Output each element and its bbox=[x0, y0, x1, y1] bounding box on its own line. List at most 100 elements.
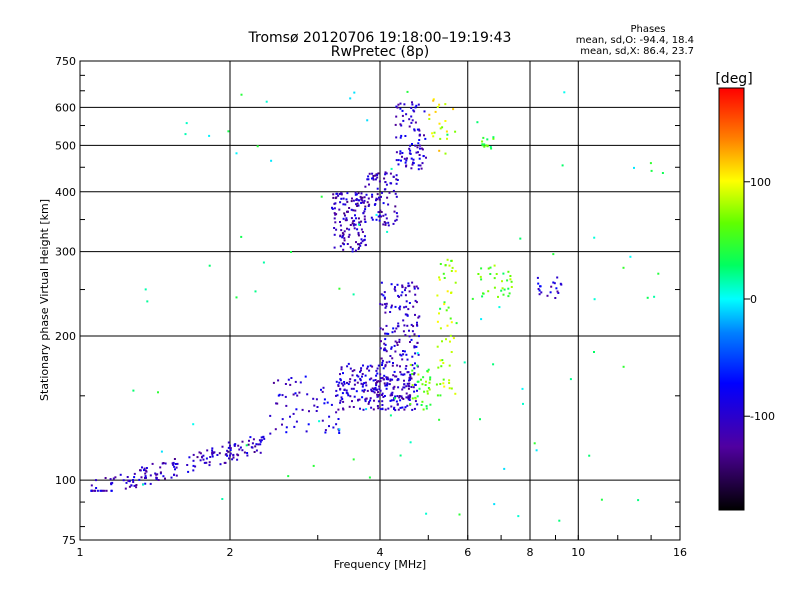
data-point bbox=[335, 213, 338, 216]
data-point bbox=[377, 394, 380, 396]
chart-title: Tromsø 20120706 19:18:00–19:19:43 bbox=[248, 30, 512, 46]
data-point bbox=[394, 397, 396, 400]
data-point bbox=[394, 409, 397, 412]
data-point bbox=[243, 451, 246, 454]
data-point bbox=[413, 128, 416, 131]
data-point bbox=[428, 118, 431, 120]
data-point bbox=[395, 218, 398, 221]
data-point bbox=[380, 340, 382, 343]
data-point bbox=[132, 389, 135, 392]
data-point bbox=[375, 199, 377, 202]
data-point bbox=[392, 399, 395, 402]
data-point bbox=[394, 123, 397, 126]
data-point bbox=[355, 217, 357, 220]
data-point bbox=[385, 302, 388, 305]
data-point bbox=[394, 395, 397, 398]
data-point bbox=[384, 222, 387, 225]
data-point bbox=[403, 103, 406, 106]
data-point bbox=[124, 487, 127, 490]
data-point bbox=[622, 266, 625, 269]
data-point bbox=[395, 105, 398, 108]
data-point bbox=[501, 280, 503, 283]
data-point bbox=[316, 406, 319, 408]
data-point bbox=[250, 446, 253, 449]
data-point bbox=[445, 338, 447, 341]
data-point bbox=[192, 469, 195, 472]
data-point bbox=[376, 174, 379, 176]
data-point bbox=[355, 193, 358, 196]
data-point bbox=[259, 440, 262, 443]
data-point bbox=[162, 462, 165, 464]
data-point bbox=[416, 389, 418, 392]
data-point bbox=[394, 289, 397, 292]
data-point bbox=[489, 273, 492, 275]
data-point bbox=[438, 122, 441, 125]
data-point bbox=[392, 222, 395, 225]
data-point bbox=[385, 350, 388, 353]
data-point bbox=[493, 286, 496, 289]
data-point bbox=[393, 406, 396, 409]
data-point bbox=[208, 464, 211, 467]
data-point bbox=[141, 466, 143, 469]
data-point bbox=[229, 454, 231, 457]
data-point bbox=[377, 391, 379, 394]
data-point bbox=[378, 380, 381, 383]
data-point bbox=[253, 451, 256, 453]
data-point bbox=[348, 207, 351, 209]
data-point bbox=[552, 281, 555, 284]
data-point bbox=[389, 414, 392, 417]
data-point bbox=[287, 475, 290, 478]
data-point bbox=[361, 389, 364, 392]
data-point bbox=[290, 377, 293, 379]
data-point bbox=[380, 215, 382, 218]
phase-stats-o: mean, sd,O: -94.4, 18.4 bbox=[576, 35, 694, 46]
data-point bbox=[637, 499, 640, 502]
data-point bbox=[400, 354, 403, 357]
data-point bbox=[428, 381, 431, 384]
data-point bbox=[384, 171, 387, 174]
data-point bbox=[442, 272, 445, 275]
data-point bbox=[436, 106, 439, 108]
data-point bbox=[410, 377, 413, 380]
data-point bbox=[359, 370, 361, 373]
data-point bbox=[454, 392, 457, 395]
data-point bbox=[412, 305, 415, 308]
data-point bbox=[436, 294, 439, 297]
data-point bbox=[402, 330, 405, 333]
data-point bbox=[341, 392, 344, 395]
data-point bbox=[600, 498, 603, 501]
data-point bbox=[387, 332, 390, 335]
data-point bbox=[128, 480, 131, 483]
data-point bbox=[343, 237, 346, 240]
data-point bbox=[155, 473, 158, 476]
data-point bbox=[481, 143, 484, 146]
data-point bbox=[418, 134, 421, 137]
data-point bbox=[503, 467, 506, 470]
data-point bbox=[404, 286, 407, 289]
data-point bbox=[289, 383, 292, 386]
data-point bbox=[360, 228, 363, 231]
data-point bbox=[415, 104, 418, 107]
data-point bbox=[419, 144, 422, 147]
data-point bbox=[374, 387, 377, 389]
data-point bbox=[312, 464, 315, 467]
data-point bbox=[507, 270, 510, 273]
data-point bbox=[315, 398, 318, 401]
data-point bbox=[392, 387, 395, 390]
data-point bbox=[366, 365, 369, 368]
data-point bbox=[96, 489, 99, 492]
data-point bbox=[389, 378, 392, 381]
data-point bbox=[381, 392, 384, 395]
data-point bbox=[371, 387, 374, 390]
data-point bbox=[340, 192, 343, 195]
data-point bbox=[160, 450, 163, 453]
data-point bbox=[355, 390, 358, 393]
data-point bbox=[365, 384, 368, 387]
data-point bbox=[382, 378, 385, 381]
data-point bbox=[373, 391, 376, 394]
data-point bbox=[403, 408, 406, 411]
data-point bbox=[343, 230, 346, 233]
data-point bbox=[422, 155, 425, 157]
data-point bbox=[263, 437, 266, 440]
data-point bbox=[211, 453, 214, 456]
